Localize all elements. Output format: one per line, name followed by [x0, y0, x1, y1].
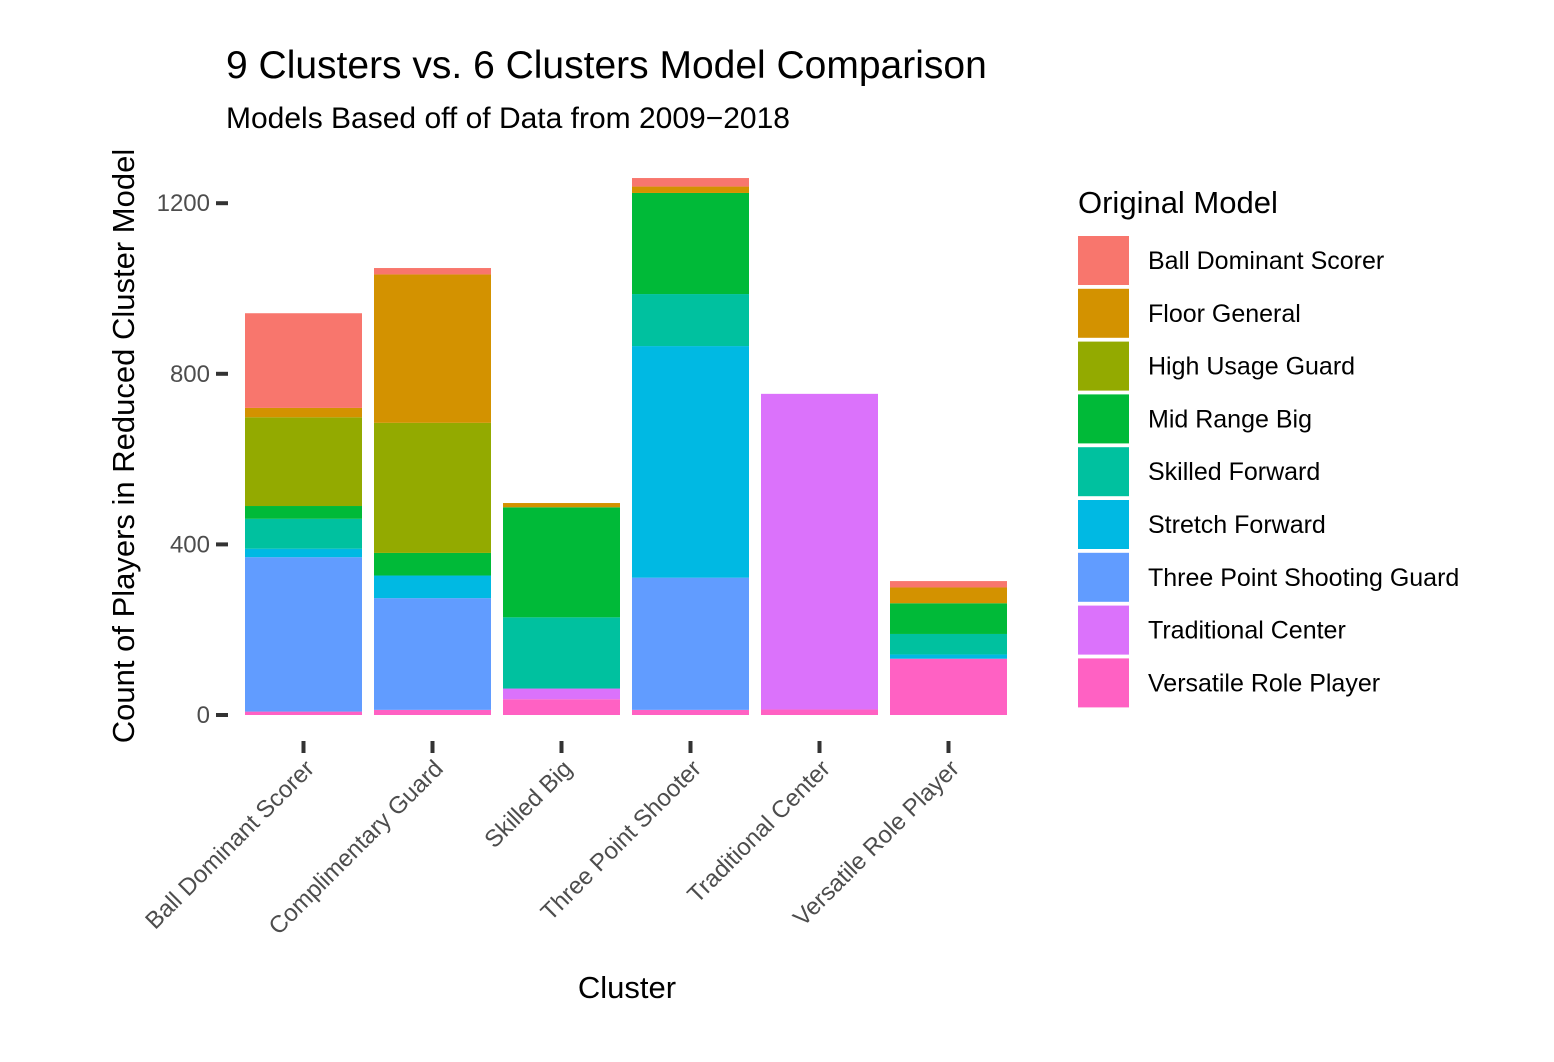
bar-segment: [890, 633, 1007, 655]
y-tick-label: 0: [197, 702, 210, 729]
y-axis-title: Count of Players in Reduced Cluster Mode…: [106, 149, 141, 743]
bar-segment: [374, 598, 491, 710]
bar-segment: [632, 294, 749, 347]
legend-label: Stretch Forward: [1148, 511, 1326, 539]
bar-segment: [374, 274, 491, 423]
bar-segment: [503, 617, 620, 689]
legend: Ball Dominant Scorer Floor General High Us…: [1078, 236, 1459, 708]
bar-segment: [245, 548, 362, 558]
legend-swatch: [1078, 552, 1129, 602]
legend-label: Three Point Shooting Guard: [1148, 564, 1459, 592]
chart-subtitle: Models Based off of Data from 2009−2018: [226, 102, 790, 135]
y-tick-label: 1200: [157, 190, 210, 217]
legend-title: Original Model: [1078, 185, 1278, 220]
y-tick-label: 400: [170, 531, 210, 558]
bar-segment: [245, 557, 362, 712]
bar-segment: [632, 577, 749, 710]
legend-swatch: [1078, 658, 1129, 708]
bar-segment: [374, 709, 491, 715]
legend-swatch: [1078, 341, 1129, 391]
legend-label: Versatile Role Player: [1148, 669, 1380, 697]
legend-swatch: [1078, 500, 1129, 549]
legend-label: Floor General: [1148, 300, 1301, 328]
x-tick-label: Traditional Center: [682, 755, 835, 908]
bar-segment: [245, 313, 362, 408]
bar-segment: [374, 422, 491, 553]
bar-segment: [245, 518, 362, 549]
bar-segment: [890, 654, 1007, 659]
legend-label: Mid Range Big: [1148, 405, 1312, 433]
bar-segment: [374, 268, 491, 275]
x-tick-label: Skilled Big: [479, 755, 577, 853]
bar-segment: [632, 192, 749, 295]
bar-segment: [245, 506, 362, 519]
y-axis: 0 400 800 1200: [157, 190, 228, 729]
legend-swatch: [1078, 236, 1129, 285]
legend-swatch: [1078, 605, 1129, 655]
chart-title: 9 Clusters vs. 6 Clusters Model Comparis…: [226, 44, 987, 87]
bar-segment: [374, 552, 491, 576]
bar-segment: [245, 711, 362, 715]
bar-segment: [503, 688, 620, 700]
bar-segment: [761, 709, 878, 715]
bar-segment: [761, 393, 878, 710]
bar-segment: [632, 186, 749, 193]
bar-segment: [374, 575, 491, 599]
bar-segment: [245, 407, 362, 418]
legend-swatch: [1078, 394, 1129, 444]
bar-segment: [503, 507, 620, 618]
y-tick-label: 800: [170, 361, 210, 388]
bars: [245, 178, 1007, 715]
legend-label: Skilled Forward: [1148, 458, 1320, 486]
bar-segment: [890, 581, 1007, 588]
x-axis-title: Cluster: [578, 970, 676, 1005]
legend-swatch: [1078, 288, 1129, 338]
bar-segment: [632, 346, 749, 578]
legend-label: Traditional Center: [1148, 617, 1346, 645]
bar-segment: [632, 178, 749, 187]
legend-swatch: [1078, 447, 1129, 497]
bar-segment: [503, 699, 620, 715]
bar-segment: [890, 587, 1007, 604]
bar-segment: [632, 709, 749, 715]
bar-segment: [245, 417, 362, 507]
bar-segment: [503, 503, 620, 508]
legend-label: High Usage Guard: [1148, 353, 1355, 381]
bar-segment: [890, 658, 1007, 715]
bar-segment: [890, 603, 1007, 634]
legend-label: Ball Dominant Scorer: [1148, 247, 1384, 275]
